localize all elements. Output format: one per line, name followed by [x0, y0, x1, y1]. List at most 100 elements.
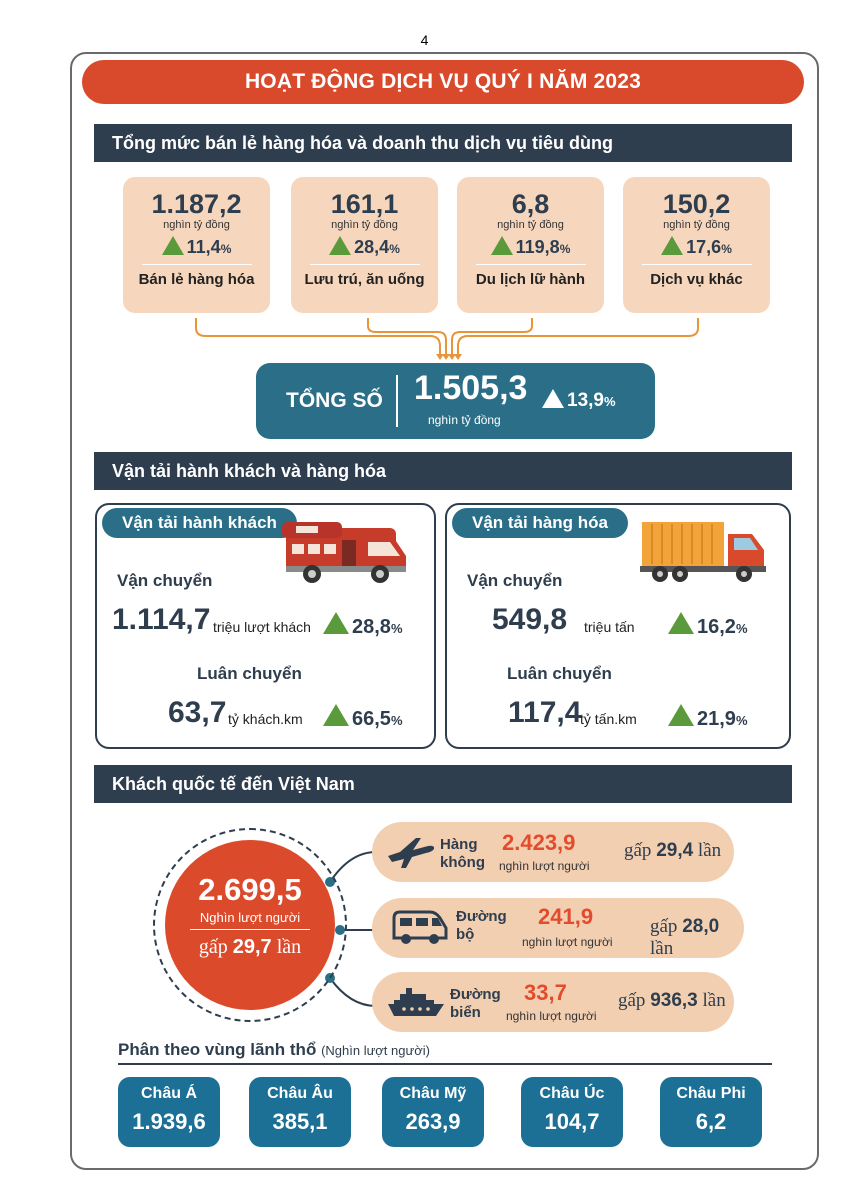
page-frame: [70, 52, 819, 1170]
card-unit: nghìn tỷ đồng: [163, 219, 230, 231]
bus-icon: [282, 522, 406, 583]
mode-ratio: gấp 28,0 lần: [650, 916, 720, 959]
retail-card-accommodation: 161,1 nghìn tỷ đồng 28,4% Lưu trú, ăn uố…: [291, 177, 438, 313]
region-america: Châu Mỹ 263,9: [382, 1077, 484, 1147]
up-arrow-icon: [323, 612, 349, 634]
card-label: Bán lẻ hàng hóa: [138, 271, 255, 288]
passenger-move-label: Luân chuyển: [197, 664, 302, 683]
region-value: 1.939,6: [132, 1109, 206, 1134]
passenger-move-growth: 66,5%: [323, 704, 403, 731]
mode-ratio: gấp 936,3 lần: [618, 990, 726, 1011]
card-label: Dịch vụ khác: [650, 271, 743, 288]
regions-divider: [118, 1063, 772, 1065]
card-value: 161,1: [330, 189, 399, 219]
van-icon: [392, 910, 448, 944]
connector-lines: [195, 318, 699, 360]
airplane-icon: [388, 838, 435, 868]
cargo-transport-title: Vận tải hàng hóa: [452, 508, 629, 538]
cargo-carry-unit: triệu tấn: [584, 619, 635, 635]
card-growth: 28,4%: [291, 236, 438, 260]
mode-value: 241,9: [538, 904, 594, 929]
retail-card-other: 150,2 nghìn tỷ đồng 17,6% Dịch vụ khác: [623, 177, 770, 313]
regions-title: Phân theo vùng lãnh thổ (Nghìn lượt ngườ…: [118, 1040, 430, 1059]
region-name: Châu Á: [141, 1085, 197, 1102]
main-title: HOẠT ĐỘNG DỊCH VỤ QUÝ I NĂM 2023: [82, 60, 804, 104]
passenger-carry-growth: 28,8%: [323, 612, 403, 639]
cargo-move-growth: 21,9%: [668, 704, 748, 731]
cargo-move-value: 117,4: [508, 696, 582, 729]
total-value: 1.505,3: [414, 369, 528, 407]
region-europe: Châu Âu 385,1: [249, 1077, 351, 1147]
visitors-total-ring: [153, 828, 347, 1022]
card-divider: [475, 264, 586, 265]
passenger-transport-box: [95, 503, 436, 749]
mode-unit: nghìn lượt người: [506, 1009, 597, 1023]
visitors-total-circle: 2.699,5 Nghìn lượt người gấp 29,7 lần: [165, 840, 335, 1010]
cargo-carry-growth: 16,2%: [668, 612, 748, 639]
card-unit: nghìn tỷ đồng: [497, 219, 564, 231]
card-value: 1.187,2: [151, 189, 242, 219]
total-growth: 13,9%: [542, 389, 616, 412]
passenger-move-unit: tỷ khách.km: [228, 711, 303, 727]
passenger-move-value: 63,7: [168, 696, 227, 729]
visitors-air-row: Hàng không 2.423,9 nghìn lượt người gấp 2…: [372, 822, 734, 882]
up-arrow-icon: [490, 236, 513, 255]
retail-total-box: TỔNG SỐ 1.505,3 nghìn tỷ đồng 13,9%: [256, 363, 655, 439]
mode-unit: nghìn lượt người: [522, 935, 613, 949]
mode-name: Đường biển: [450, 986, 501, 1021]
visitors-section-heading: Khách quốc tế đến Việt Nam: [94, 765, 792, 803]
visitors-total-divider: [190, 929, 310, 930]
visitors-road-row: Đường bộ 241,9 nghìn lượt người gấp 28,0 …: [372, 898, 744, 959]
passenger-carry-label: Vận chuyển: [117, 571, 213, 590]
region-value: 263,9: [405, 1109, 461, 1134]
page-number: 4: [420, 32, 429, 48]
mode-name: Hàng không: [440, 836, 485, 871]
card-label: Lưu trú, ăn uống: [304, 271, 425, 288]
passenger-carry-value: 1.114,7: [112, 603, 211, 636]
ship-icon: [388, 988, 444, 1016]
visitors-total-value: 2.699,5: [198, 872, 302, 907]
card-growth: 11,4%: [123, 236, 270, 260]
total-divider: [396, 375, 398, 427]
up-arrow-icon: [161, 236, 184, 255]
region-name: Châu Úc: [539, 1085, 605, 1102]
up-arrow-icon: [668, 704, 694, 726]
up-arrow-icon: [542, 389, 564, 408]
visitors-total-ratio: gấp 29,7 lần: [198, 936, 302, 958]
visitors-total-unit: Nghìn lượt người: [199, 910, 301, 925]
card-growth: 17,6%: [623, 236, 770, 260]
up-arrow-icon: [668, 612, 694, 634]
cargo-move-unit: tỷ tấn.km: [580, 711, 637, 727]
visitors-sea-row: Đường biển 33,7 nghìn lượt người gấp 936,…: [372, 972, 734, 1032]
card-unit: nghìn tỷ đồng: [331, 219, 398, 231]
retail-section-heading: Tổng mức bán lẻ hàng hóa và doanh thu dị…: [94, 124, 792, 162]
card-value: 6,8: [511, 189, 550, 219]
retail-card-goods: 1.187,2 nghìn tỷ đồng 11,4% Bán lẻ hàng …: [123, 177, 270, 313]
up-arrow-icon: [329, 236, 352, 255]
mode-unit: nghìn lượt người: [499, 859, 590, 873]
region-oceania: Châu Úc 104,7: [521, 1077, 623, 1147]
mode-value: 33,7: [524, 980, 567, 1005]
region-value: 6,2: [695, 1109, 727, 1134]
card-divider: [309, 264, 420, 265]
up-arrow-icon: [661, 236, 684, 255]
region-name: Châu Mỹ: [399, 1085, 467, 1102]
cargo-carry-value: 549,8: [492, 603, 568, 636]
card-divider: [641, 264, 752, 265]
card-value: 150,2: [662, 189, 731, 219]
visitors-connector-lines: [325, 851, 377, 1007]
retail-card-travel: 6,8 nghìn tỷ đồng 119,8% Du lịch lữ hành: [457, 177, 604, 313]
cargo-transport-box: [445, 503, 791, 749]
card-unit: nghìn tỷ đồng: [663, 219, 730, 231]
transport-section-heading: Vận tải hành khách và hàng hóa: [94, 452, 792, 490]
region-name: Châu Phi: [676, 1085, 746, 1102]
truck-icon: [640, 522, 766, 582]
region-name: Châu Âu: [267, 1085, 333, 1102]
region-value: 385,1: [272, 1109, 328, 1134]
card-label: Du lịch lữ hành: [475, 271, 586, 288]
total-unit: nghìn tỷ đồng: [428, 413, 501, 427]
up-arrow-icon: [323, 704, 349, 726]
mode-value: 2.423,9: [502, 830, 576, 855]
card-growth: 119,8%: [457, 236, 604, 260]
mode-ratio: gấp 29,4 lần: [624, 840, 722, 861]
